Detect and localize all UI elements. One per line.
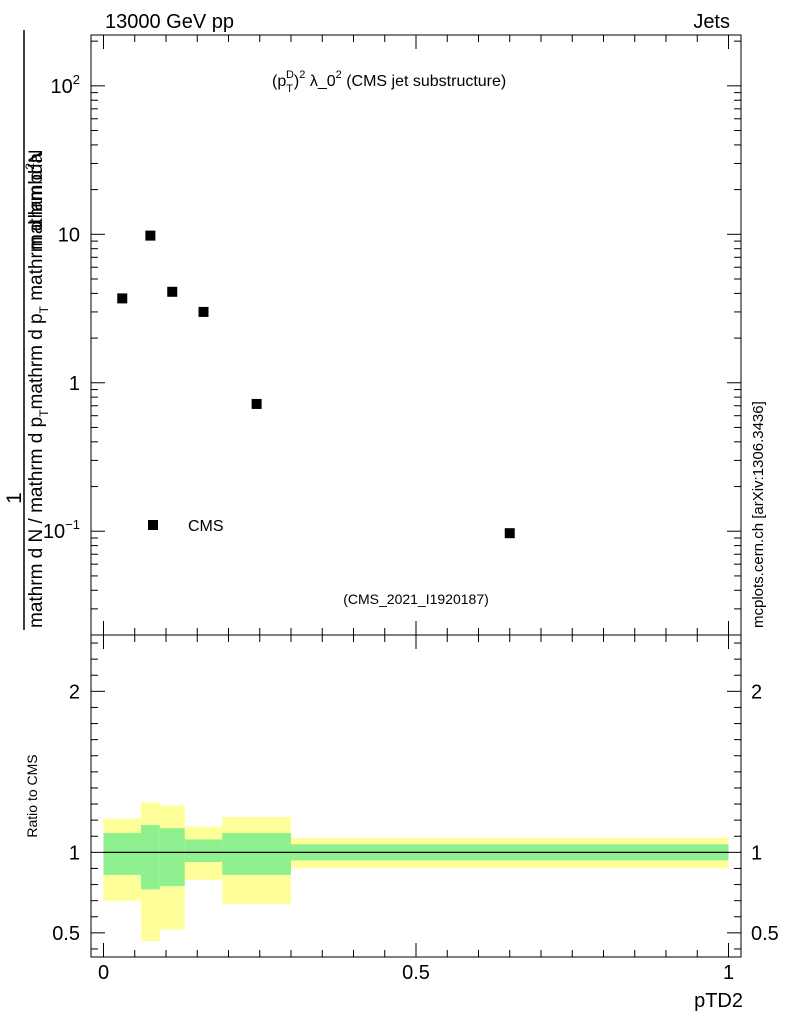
ratio-y-tick-label-right-0: 0.5 [751, 923, 779, 945]
title-sup-D: D [286, 69, 294, 81]
ratio-y-tick-label-left-1: 1 [69, 842, 80, 864]
main-plot-y-tick-labels: 102 10 1 10−1 [43, 72, 80, 543]
ratio-inner-band-1 [141, 824, 160, 890]
x-tick-label-2: 1 [723, 962, 734, 984]
main-plot-ticks [91, 35, 741, 636]
data-point-2 [167, 286, 178, 297]
side-watermark-label: mcplots.cern.ch [arXiv:1306.3436] [750, 401, 767, 628]
ratio-y-tick-label-right-2: 2 [751, 681, 762, 703]
x-axis-label: pTD2 [694, 990, 743, 1012]
ratio-inner-band-0 [103, 833, 141, 875]
ratio-bands [103, 802, 729, 941]
legend-marker [148, 520, 158, 530]
ratio-inner-band-3 [184, 839, 223, 863]
data-point-5 [504, 528, 515, 539]
y-label-one: 1 [3, 492, 26, 504]
title-lambda: λ_0 [305, 73, 335, 90]
ratio-y-label: Ratio to CMS [24, 754, 40, 837]
analysis-watermark: (CMS_2021_I1920187) [343, 591, 489, 607]
ratio-plot-x-tick-labels: 0 0.5 1 [98, 962, 734, 984]
main-plot-y-label: 1 mathrm d N / mathrm d pTmathrm d pT ma… [3, 30, 51, 630]
legend-label: CMS [188, 518, 224, 535]
main-plot-frame [90, 34, 742, 636]
ratio-plot-y-tick-labels: 0.5 0.5 1 1 2 2 [52, 681, 779, 945]
title-sup-2: 2 [299, 69, 305, 81]
title-sub-T: T [286, 83, 293, 95]
y-tick-label-0: 102 [51, 72, 80, 98]
title-sup-2b: 2 [336, 69, 342, 81]
title-close: ) [294, 73, 299, 90]
data-point-4 [251, 398, 262, 409]
main-plot-data-points [117, 230, 515, 539]
x-tick-label-0: 0 [98, 962, 109, 984]
y-tick-label-2: 1 [69, 373, 80, 395]
y-label-denominator: mathrm d N / mathrm d pTmathrm d pT math… [26, 153, 51, 628]
ratio-plot-ticks [91, 635, 741, 957]
data-point-1 [145, 230, 156, 241]
main-plot-title: (pTD)2 λ_02 (CMS jet substructure) [272, 69, 506, 95]
y-tick-label-1: 10 [58, 224, 80, 246]
ratio-inner-band-4 [222, 833, 291, 875]
header-left-label: 13000 GeV pp [105, 11, 234, 33]
ratio-inner-band-2 [159, 828, 185, 887]
data-point-3 [198, 306, 209, 317]
x-tick-label-1: 0.5 [402, 962, 430, 984]
data-point-0 [117, 293, 128, 304]
header-right-label: Jets [693, 11, 730, 33]
title-tail: (CMS jet substructure) [342, 73, 506, 90]
ratio-y-tick-label-left-0: 0.5 [52, 923, 80, 945]
ratio-y-tick-label-left-2: 2 [69, 681, 80, 703]
y-tick-label-3: 10−1 [43, 517, 80, 543]
ratio-y-tick-label-right-1: 1 [751, 842, 762, 864]
ratio-plot-frame [90, 634, 742, 958]
